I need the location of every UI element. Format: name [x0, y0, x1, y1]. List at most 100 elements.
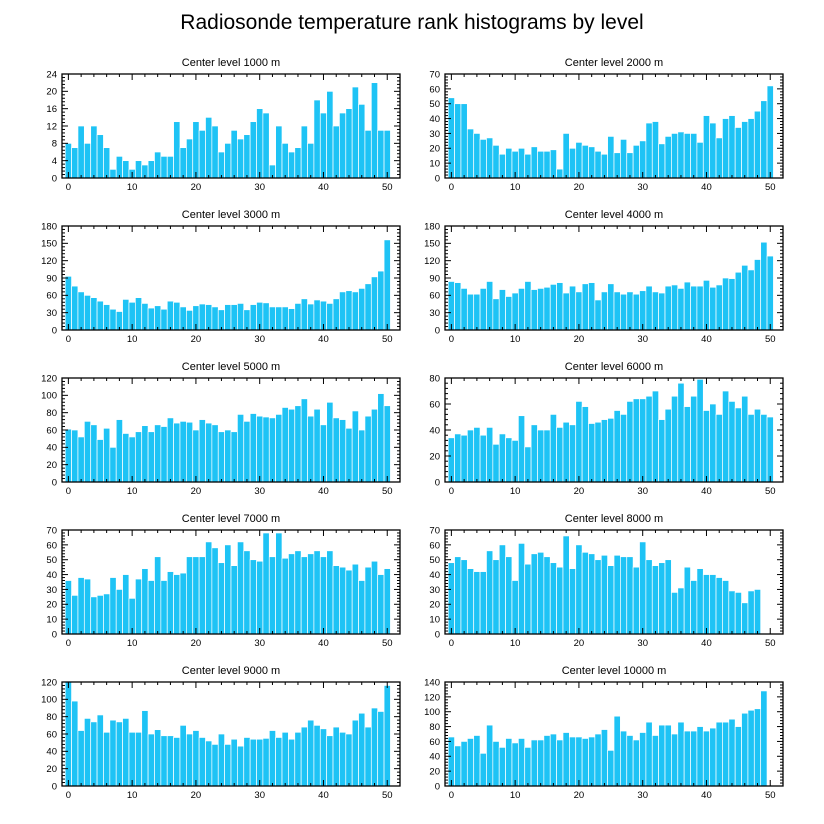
bar-36 — [294, 147, 302, 179]
bar-27 — [620, 414, 628, 483]
x-tick-label: 10 — [510, 486, 521, 497]
bar-23 — [594, 559, 602, 635]
bar-24 — [217, 733, 225, 787]
bar-34 — [664, 136, 672, 179]
bar-38 — [690, 395, 698, 483]
bar-44 — [728, 401, 736, 483]
y-tick-label: 60 — [46, 291, 57, 302]
x-tick-label: 20 — [574, 790, 585, 801]
bar-1 — [454, 556, 462, 635]
bar-0 — [64, 428, 72, 483]
bar-26 — [613, 554, 621, 635]
bar-31 — [262, 532, 270, 635]
bar-46 — [358, 103, 366, 179]
bar-10 — [128, 436, 136, 483]
y-tick-label: 80 — [46, 408, 57, 419]
bar-32 — [268, 730, 276, 787]
panel-title: Center level 10000 m — [562, 665, 667, 677]
x-tick-label: 10 — [510, 334, 521, 345]
bar-40 — [702, 410, 711, 483]
bar-18 — [562, 421, 570, 483]
bar-10 — [128, 731, 136, 787]
x-tick-label: 40 — [318, 486, 329, 497]
bar-29 — [632, 398, 640, 483]
bar-37 — [300, 125, 308, 179]
bar-34 — [281, 731, 289, 787]
y-tick-label: 60 — [46, 425, 57, 436]
bar-22 — [588, 146, 596, 179]
bar-33 — [275, 737, 283, 787]
bar-39 — [696, 141, 704, 179]
bar-8 — [115, 155, 123, 179]
bar-3 — [466, 568, 475, 635]
bar-43 — [339, 112, 347, 179]
bar-44 — [345, 290, 353, 331]
bar-13 — [147, 580, 155, 635]
bar-46 — [358, 580, 366, 635]
bar-30 — [256, 738, 264, 787]
bar-2 — [460, 559, 468, 635]
bar-3 — [83, 142, 92, 179]
bar-21 — [581, 144, 589, 179]
bar-46 — [358, 429, 366, 483]
bar-33 — [275, 532, 283, 635]
panel-5: Center level 5000 m 0 10 20 30 40 50 0 20 40 60 80 1… — [41, 361, 401, 497]
bar-1 — [71, 595, 79, 635]
bar-4 — [90, 721, 98, 787]
bar-25 — [607, 417, 615, 483]
bar-11 — [134, 431, 143, 483]
bar-50 — [383, 685, 391, 787]
bar-32 — [651, 121, 659, 179]
bar-42 — [332, 417, 340, 483]
x-tick-label: 30 — [254, 334, 265, 345]
x-tick-label: 50 — [382, 182, 393, 193]
bar-22 — [205, 740, 213, 787]
bar-16 — [549, 149, 557, 179]
bar-40 — [319, 112, 328, 179]
y-tick-label: 30 — [46, 585, 57, 596]
bar-42 — [332, 125, 340, 179]
bar-4 — [90, 596, 98, 635]
bar-5 — [479, 139, 487, 179]
bar-46 — [358, 712, 366, 787]
bar-39 — [696, 568, 704, 635]
bar-36 — [294, 731, 302, 787]
bar-25 — [224, 544, 232, 635]
bar-34 — [281, 557, 289, 635]
bar-24 — [217, 309, 225, 331]
y-tick-label: 20 — [46, 764, 57, 775]
y-tick-label: 10 — [429, 615, 440, 626]
panel-title: Center level 3000 m — [182, 209, 280, 221]
x-tick-label: 50 — [382, 638, 393, 649]
bar-29 — [632, 739, 640, 787]
bar-50 — [766, 85, 774, 179]
bar-39 — [313, 724, 321, 787]
bar-8 — [498, 747, 506, 787]
bar-5 — [96, 595, 104, 635]
bar-31 — [645, 559, 653, 635]
y-tick-label: 10 — [429, 159, 440, 170]
bar-49 — [377, 574, 385, 635]
bar-46 — [358, 288, 366, 331]
bar-25 — [224, 744, 232, 787]
bar-44 — [728, 718, 736, 787]
x-tick-label: 0 — [449, 334, 454, 345]
bar-35 — [288, 408, 296, 483]
y-tick-label: 60 — [46, 540, 57, 551]
bar-42 — [715, 284, 723, 331]
x-tick-label: 40 — [318, 182, 329, 193]
bar-22 — [205, 116, 213, 179]
y-tick-label: 80 — [429, 722, 440, 733]
panel-title: Center level 4000 m — [565, 209, 663, 221]
bar-39 — [313, 299, 321, 331]
bar-10 — [511, 742, 519, 787]
bar-21 — [198, 129, 206, 179]
bar-33 — [658, 143, 666, 179]
bar-28 — [626, 556, 634, 635]
panel-title: Center level 7000 m — [182, 513, 280, 525]
bar-28 — [626, 291, 634, 331]
panel-title: Center level 9000 m — [182, 665, 280, 677]
bar-25 — [607, 283, 615, 331]
bar-48 — [370, 276, 379, 331]
